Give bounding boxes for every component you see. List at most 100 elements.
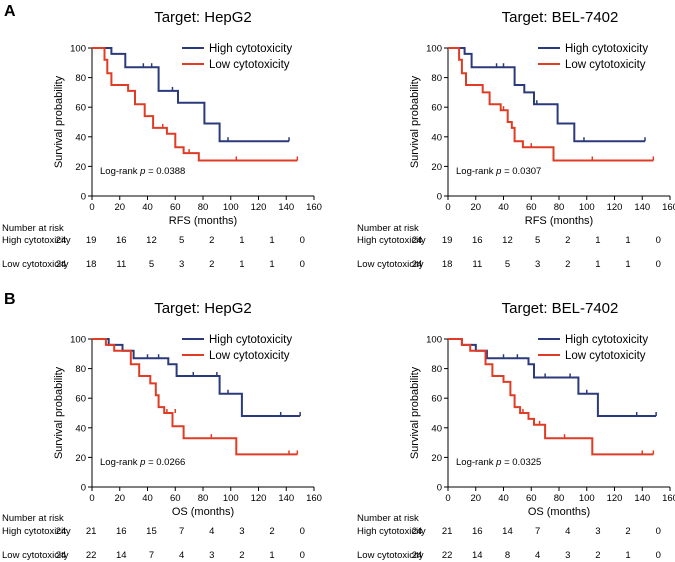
y-axis-label: Survival probability [53, 366, 65, 459]
risk-count: 19 [86, 235, 97, 246]
risk-row-label: High cytotoxicity [357, 526, 426, 537]
risk-count: 8 [505, 550, 510, 561]
risk-count: 0 [300, 550, 305, 561]
legend-label-high: High cytotoxicity [209, 334, 292, 346]
risk-count: 24 [412, 550, 423, 561]
x-tick-label: 20 [470, 493, 481, 504]
risk-count: 5 [149, 259, 154, 270]
risk-row-label: High cytotoxicity [2, 526, 71, 537]
legend-label-high: High cytotoxicity [565, 334, 648, 346]
risk-count: 1 [269, 235, 274, 246]
risk-count: 3 [535, 259, 540, 270]
survival-curve-low [92, 47, 298, 162]
y-tick-label: 60 [431, 394, 442, 405]
x-axis-label: RFS (months) [525, 215, 593, 227]
survival-curve-low [448, 47, 654, 162]
x-axis-label: RFS (months) [169, 215, 237, 227]
x-tick-label: 60 [526, 202, 537, 213]
x-tick-label: 140 [278, 493, 294, 504]
risk-count: 11 [116, 259, 126, 270]
risk-count: 5 [535, 235, 540, 246]
y-tick-label: 60 [431, 103, 442, 114]
risk-count: 21 [86, 526, 97, 537]
y-tick-label: 40 [431, 132, 442, 143]
risk-count: 16 [116, 526, 127, 537]
chart-title: Target: HepG2 [154, 9, 252, 26]
x-tick-label: 60 [170, 202, 181, 213]
legend-label-low: Low cytotoxicity [209, 59, 290, 71]
risk-count: 4 [179, 550, 184, 561]
risk-count: 1 [269, 550, 274, 561]
risk-count: 0 [656, 526, 661, 537]
risk-row-label: High cytotoxicity [357, 235, 426, 246]
risk-count: 0 [656, 550, 661, 561]
x-tick-label: 80 [554, 202, 565, 213]
risk-count: 24 [56, 550, 67, 561]
log-rank-prefix: Log-rank [100, 457, 140, 468]
x-tick-label: 0 [89, 493, 94, 504]
x-tick-label: 100 [223, 493, 239, 504]
risk-count: 1 [595, 259, 600, 270]
y-tick-label: 80 [431, 364, 442, 375]
risk-count: 24 [412, 259, 423, 270]
risk-count: 2 [595, 550, 600, 561]
risk-row-label: Low cytotoxicity [2, 259, 69, 270]
risk-count: 7 [179, 526, 184, 537]
x-tick-label: 160 [306, 202, 322, 213]
risk-count: 2 [269, 526, 274, 537]
log-rank-prefix: Log-rank [456, 457, 496, 468]
x-tick-label: 80 [198, 202, 209, 213]
risk-count: 3 [565, 550, 570, 561]
risk-table-header: Number at risk [357, 223, 419, 234]
legend-label-high: High cytotoxicity [209, 43, 292, 55]
legend-label-low: Low cytotoxicity [565, 350, 646, 362]
y-tick-label: 40 [75, 423, 86, 434]
y-tick-label: 0 [81, 483, 86, 494]
log-rank-value: = 0.0307 [501, 166, 541, 177]
risk-row-label: High cytotoxicity [2, 235, 71, 246]
y-tick-label: 80 [75, 73, 86, 84]
risk-count: 2 [625, 526, 630, 537]
risk-count: 3 [209, 550, 214, 561]
y-tick-label: 20 [75, 453, 86, 464]
risk-count: 24 [56, 235, 67, 246]
risk-count: 2 [565, 235, 570, 246]
log-rank-p: p [139, 457, 145, 468]
x-tick-label: 40 [498, 493, 509, 504]
risk-count: 7 [535, 526, 540, 537]
y-tick-label: 40 [431, 423, 442, 434]
x-tick-label: 100 [579, 202, 595, 213]
x-tick-label: 100 [579, 493, 595, 504]
survival-curve-low [92, 338, 298, 456]
y-tick-label: 60 [75, 103, 86, 114]
x-tick-label: 160 [662, 202, 675, 213]
risk-count: 19 [442, 235, 453, 246]
log-rank-annotation: Log-rank p = 0.0266 [100, 457, 185, 468]
log-rank-p: p [495, 457, 501, 468]
y-tick-label: 80 [75, 364, 86, 375]
x-tick-label: 140 [634, 493, 650, 504]
risk-count: 2 [209, 235, 214, 246]
risk-count: 0 [300, 526, 305, 537]
risk-count: 2 [239, 550, 244, 561]
risk-count: 0 [656, 259, 661, 270]
log-rank-value: = 0.0325 [501, 457, 541, 468]
survival-curve-high [448, 47, 645, 143]
x-tick-label: 140 [634, 202, 650, 213]
x-tick-label: 20 [114, 202, 125, 213]
panel-label: A [4, 3, 16, 20]
x-tick-label: 20 [114, 493, 125, 504]
risk-count: 4 [565, 526, 570, 537]
risk-row-label: Low cytotoxicity [2, 550, 69, 561]
survival-curve-low [448, 338, 654, 456]
log-rank-p: p [139, 166, 145, 177]
risk-count: 24 [412, 526, 423, 537]
risk-count: 3 [239, 526, 244, 537]
log-rank-annotation: Log-rank p = 0.0325 [456, 457, 541, 468]
risk-count: 14 [472, 550, 483, 561]
risk-table-header: Number at risk [357, 513, 419, 524]
risk-count: 3 [595, 526, 600, 537]
